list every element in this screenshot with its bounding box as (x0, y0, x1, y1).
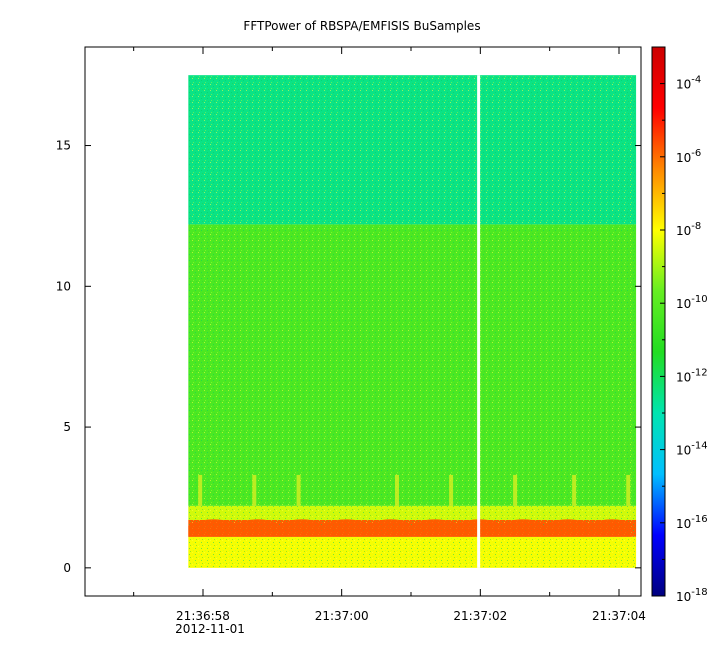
y-tick-label: 5 (63, 420, 71, 434)
emission-burst (232, 519, 277, 537)
x-tick-label: 21:37:02 (453, 609, 507, 623)
spectrogram-band-texture (188, 505, 637, 520)
plot-frame (84, 46, 642, 597)
emission-streak (198, 474, 203, 506)
emission-burst (542, 519, 587, 537)
emission-burst (321, 519, 366, 537)
emission-streak (394, 474, 399, 506)
emission-burst (586, 519, 632, 537)
x-tick-label: 21:36:58 (176, 609, 230, 623)
spectrogram-band-texture (188, 75, 637, 225)
y-tick-label: 0 (63, 561, 71, 575)
x-tick-label: 21:37:04 (592, 609, 646, 623)
colorbar-frame (651, 46, 666, 597)
emission-streak (572, 474, 577, 506)
colorbar-tick-label: 10-14 (676, 441, 708, 458)
emission-streak (449, 474, 454, 506)
data-gap (477, 75, 481, 568)
plot-area: 0 5 10 15 21:36:58 21:37:00 21:37:02 21:37:04 20… (56, 46, 646, 636)
colorbar-tick-label: 10-10 (676, 294, 708, 311)
emission-burst (409, 519, 455, 537)
colorbar-tick-label: 10-12 (676, 367, 708, 384)
emission-burst (276, 519, 322, 537)
spectrogram-band-texture (188, 536, 637, 568)
emission-streak (626, 474, 631, 506)
colorbar-gradient (652, 47, 665, 596)
emission-burst (365, 519, 410, 537)
colorbar: 10-4 10-6 10-8 10-10 10-12 10-14 10-16 10-18 (651, 46, 708, 604)
emission-streak (252, 474, 257, 506)
colorbar-tick-label: 10-18 (676, 587, 708, 604)
emission-burst (454, 519, 499, 537)
y-tick-label: 15 (56, 139, 71, 153)
chart-title: FFTPower of RBSPA/EMFISIS BuSamples (243, 19, 480, 33)
colorbar-tick-label: 10-16 (676, 514, 708, 531)
colorbar-tick-label: 10-6 (676, 148, 701, 165)
x-date-label: 2012-11-01 (175, 622, 245, 636)
emission-burst (498, 519, 543, 537)
y-tick-label: 10 (56, 279, 71, 293)
x-tick-label: 21:37:00 (315, 609, 369, 623)
emission-streak (513, 474, 518, 506)
colorbar-tick-label: 10-8 (676, 221, 701, 238)
spectrogram-band-texture (188, 224, 637, 506)
emission-streak (296, 474, 301, 506)
emission-burst (188, 519, 233, 537)
colorbar-tick-label: 10-4 (676, 75, 701, 92)
